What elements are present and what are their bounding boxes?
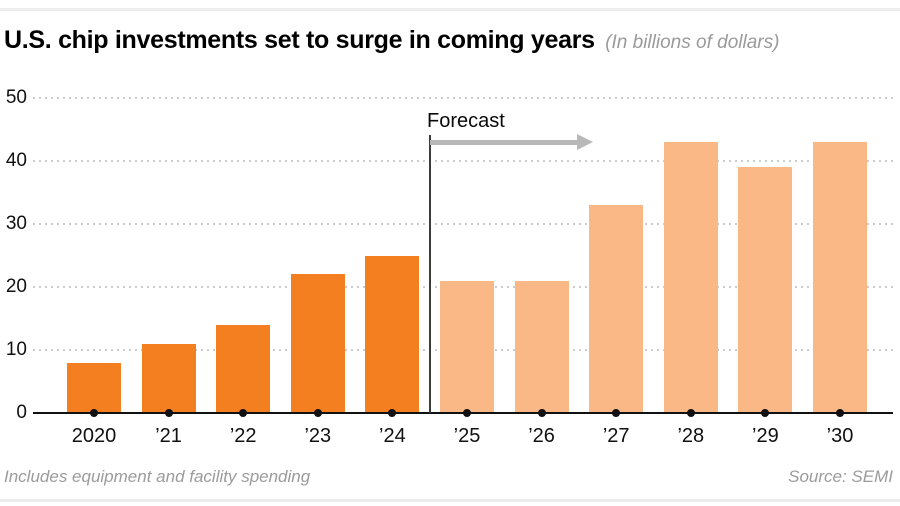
axis-dot-23 bbox=[313, 409, 322, 417]
axis-dot-24 bbox=[388, 409, 397, 417]
bar-27-forecast bbox=[589, 205, 644, 413]
y-tick-label-0: 0 bbox=[16, 402, 27, 423]
y-tick-label-30: 30 bbox=[5, 213, 27, 234]
y-tick-label-40: 40 bbox=[5, 150, 27, 171]
y-tick-label-20: 20 bbox=[5, 276, 27, 297]
bar-25-forecast bbox=[440, 280, 494, 413]
bar-24 bbox=[365, 255, 420, 413]
source-credit: Source: SEMI bbox=[788, 467, 893, 486]
chart-title: U.S. chip investments set to surge in co… bbox=[4, 26, 595, 54]
forecast-arrow-icon bbox=[430, 140, 577, 145]
x-tick-label-2020: 2020 bbox=[71, 425, 117, 447]
x-tick-label-22: ’22 bbox=[229, 425, 257, 447]
gridline-40 bbox=[33, 160, 893, 162]
headline: U.S. chip investments set to surge in co… bbox=[4, 26, 896, 55]
gridline-30 bbox=[33, 223, 893, 225]
axis-dot-28 bbox=[686, 409, 695, 417]
x-tick-label-24: ’24 bbox=[379, 425, 406, 447]
axis-dot-29 bbox=[761, 409, 770, 417]
axis-dot-27 bbox=[612, 409, 621, 417]
x-tick-label-23: ’23 bbox=[304, 425, 332, 447]
axis-dot-2020 bbox=[90, 409, 98, 417]
bar-22 bbox=[216, 324, 271, 413]
top-rule bbox=[0, 8, 900, 11]
y-tick-label-50: 50 bbox=[5, 87, 27, 108]
chart-subtitle: (In billions of dollars) bbox=[605, 32, 780, 53]
axis-dot-25 bbox=[463, 409, 471, 417]
footnote: Includes equipment and facility spending bbox=[4, 467, 311, 486]
x-tick-label-27: ’27 bbox=[602, 425, 630, 447]
axis-dot-21 bbox=[164, 409, 173, 417]
axis-dot-30 bbox=[836, 409, 844, 417]
axis-dot-26 bbox=[537, 409, 546, 417]
x-tick-label-21: ’21 bbox=[155, 425, 182, 447]
x-tick-label-30: ’30 bbox=[826, 425, 854, 447]
x-tick-label-26: ’26 bbox=[528, 425, 555, 447]
x-tick-label-28: ’28 bbox=[677, 425, 705, 447]
x-tick-label-25: ’25 bbox=[453, 425, 481, 447]
axis-dot-22 bbox=[239, 409, 248, 417]
y-tick-label-10: 10 bbox=[5, 339, 27, 360]
bar-21 bbox=[141, 343, 196, 413]
bar-26-forecast bbox=[514, 280, 569, 413]
forecast-arrowhead-icon bbox=[577, 134, 593, 150]
forecast-divider-line bbox=[429, 135, 431, 413]
bar-29-forecast bbox=[738, 167, 793, 413]
bar-30-forecast bbox=[813, 142, 867, 413]
gridline-50 bbox=[33, 97, 893, 99]
bottom-rule bbox=[0, 499, 900, 502]
bar-23 bbox=[290, 274, 345, 413]
bar-2020 bbox=[67, 362, 121, 413]
x-tick-label-29: ’29 bbox=[752, 425, 779, 447]
forecast-annotation: Forecast bbox=[427, 110, 505, 132]
bar-28-forecast bbox=[663, 142, 718, 413]
